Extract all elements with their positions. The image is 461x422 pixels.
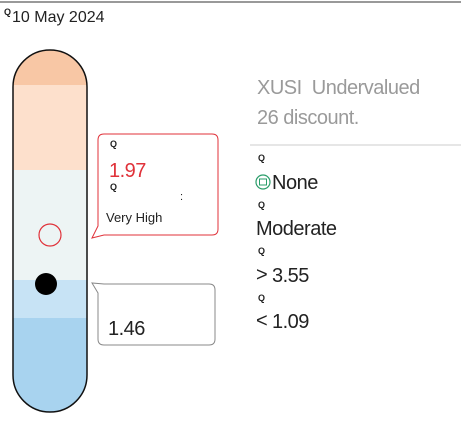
band bbox=[13, 318, 87, 412]
icon: Q bbox=[110, 139, 118, 149]
high-label: Very High bbox=[106, 210, 163, 225]
callout-low bbox=[91, 282, 216, 346]
summary-line: XUSI Undervalued bbox=[257, 77, 420, 99]
date: 10 May 2024 bbox=[12, 9, 105, 26]
icon: Q bbox=[258, 200, 266, 210]
high-value: 1.97 bbox=[109, 160, 146, 182]
gauge-outline bbox=[12, 49, 88, 413]
detail-symbol: > bbox=[256, 264, 268, 286]
icon: Q bbox=[4, 7, 12, 17]
icon: Q bbox=[258, 153, 266, 163]
colon: : bbox=[180, 191, 184, 203]
detail-text: 1.09 bbox=[272, 311, 309, 333]
detail-symbol: < bbox=[256, 310, 268, 332]
band bbox=[13, 170, 87, 280]
low-value: 1.46 bbox=[108, 318, 145, 340]
icon: Q bbox=[258, 246, 266, 256]
detail-text: 3.55 bbox=[272, 265, 309, 287]
summary-line: 26 discount. bbox=[257, 107, 359, 129]
detail-text: Moderate bbox=[256, 218, 337, 240]
marker-current bbox=[35, 273, 57, 295]
icon: Q bbox=[258, 293, 266, 303]
detail-text: None bbox=[272, 172, 318, 194]
icon: Q bbox=[110, 182, 118, 192]
band bbox=[13, 85, 87, 170]
marker-high bbox=[38, 223, 62, 247]
callout-high bbox=[91, 133, 219, 239]
band bbox=[13, 50, 87, 85]
calendar-icon bbox=[259, 178, 267, 186]
gauge bbox=[13, 50, 87, 412]
calendar-icon bbox=[255, 174, 271, 190]
